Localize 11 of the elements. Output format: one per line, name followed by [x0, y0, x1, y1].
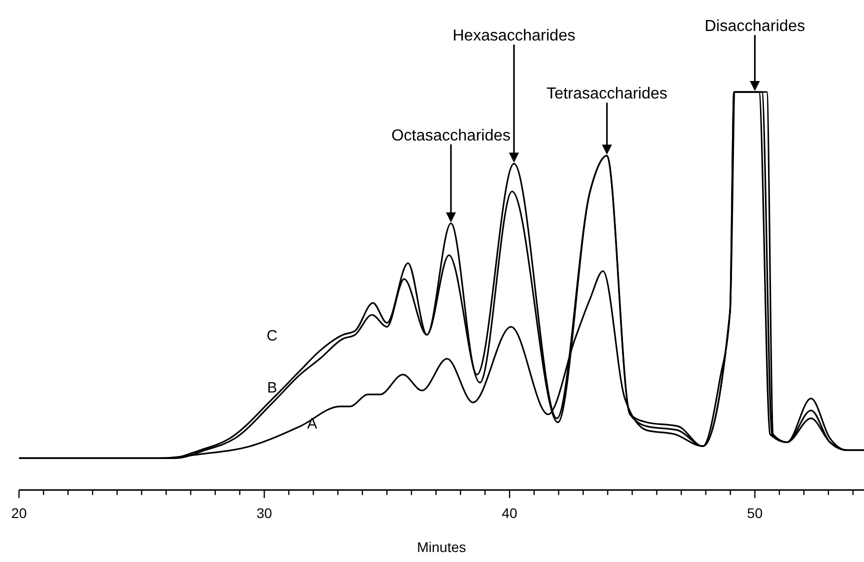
annotation: Hexasaccharides — [452, 28, 576, 45]
x-tick-label: 20 — [11, 505, 27, 521]
x-tick-label: 40 — [502, 505, 518, 521]
annotation: Tetrasaccharides — [546, 86, 668, 103]
annotation: Octasaccharides — [391, 127, 511, 144]
annotation: Disaccharides — [704, 18, 806, 35]
text: C — [266, 328, 278, 345]
series-label: B — [267, 380, 278, 397]
x-tick-label: 50 — [747, 505, 763, 521]
x-axis-title: Minutes — [416, 539, 466, 555]
x-tick-label: 30 — [256, 505, 272, 521]
